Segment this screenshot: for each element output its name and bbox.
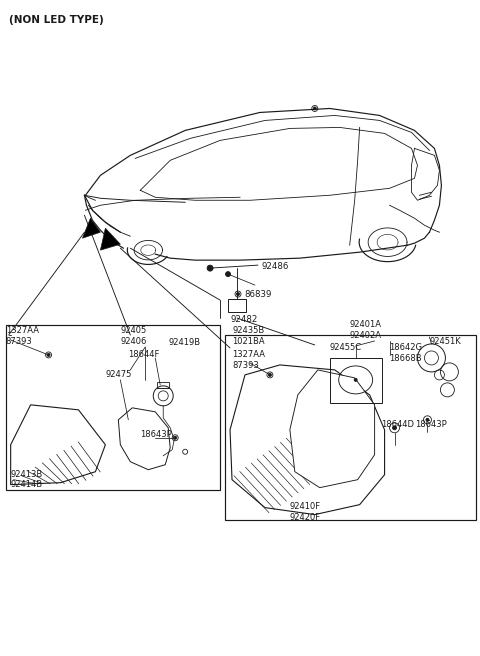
Text: (NON LED TYPE): (NON LED TYPE)	[9, 14, 103, 25]
Text: 92455C: 92455C	[330, 343, 362, 352]
Bar	[330, 358, 382, 403]
Circle shape	[313, 107, 316, 110]
Text: 92401A: 92401A	[350, 320, 382, 329]
Text: 1327AA: 1327AA	[6, 326, 39, 335]
Circle shape	[354, 379, 357, 381]
Text: 92451K: 92451K	[430, 337, 461, 346]
Text: 92435B: 92435B	[232, 326, 264, 335]
Polygon shape	[100, 228, 120, 250]
Text: 1021BA: 1021BA	[232, 337, 264, 346]
Text: 92405: 92405	[120, 326, 146, 335]
Bar	[225, 335, 476, 520]
Text: 86839: 86839	[244, 290, 271, 299]
Circle shape	[268, 373, 271, 377]
Text: 92414B: 92414B	[11, 480, 43, 489]
Bar	[157, 382, 169, 388]
Text: 18644F: 18644F	[128, 350, 160, 359]
Text: 1327AA: 1327AA	[232, 350, 265, 359]
Text: 92486: 92486	[262, 262, 289, 271]
Text: 92413B: 92413B	[11, 470, 43, 479]
Text: 18643P: 18643P	[416, 420, 447, 429]
Text: 18643P: 18643P	[140, 430, 172, 439]
Text: 92410F: 92410F	[290, 502, 321, 510]
Circle shape	[207, 265, 213, 271]
Circle shape	[226, 272, 230, 277]
Text: 87393: 87393	[232, 361, 259, 370]
Text: 92420F: 92420F	[290, 512, 321, 522]
Polygon shape	[290, 370, 374, 487]
Circle shape	[237, 293, 240, 296]
Bar	[228, 299, 246, 312]
Circle shape	[47, 354, 50, 356]
Text: 18668B: 18668B	[390, 354, 422, 363]
Text: 92419B: 92419B	[168, 338, 200, 347]
Polygon shape	[83, 218, 100, 238]
Bar	[6, 325, 220, 489]
Text: 92482: 92482	[230, 315, 257, 324]
Text: 87393: 87393	[6, 337, 33, 346]
Text: 92475: 92475	[106, 370, 132, 379]
Circle shape	[393, 426, 396, 430]
Text: 92406: 92406	[120, 337, 147, 346]
Circle shape	[426, 419, 429, 421]
Circle shape	[174, 436, 177, 440]
Text: 18642G: 18642G	[390, 343, 422, 352]
Text: 92402A: 92402A	[350, 331, 382, 340]
Text: 18644D: 18644D	[382, 420, 415, 429]
